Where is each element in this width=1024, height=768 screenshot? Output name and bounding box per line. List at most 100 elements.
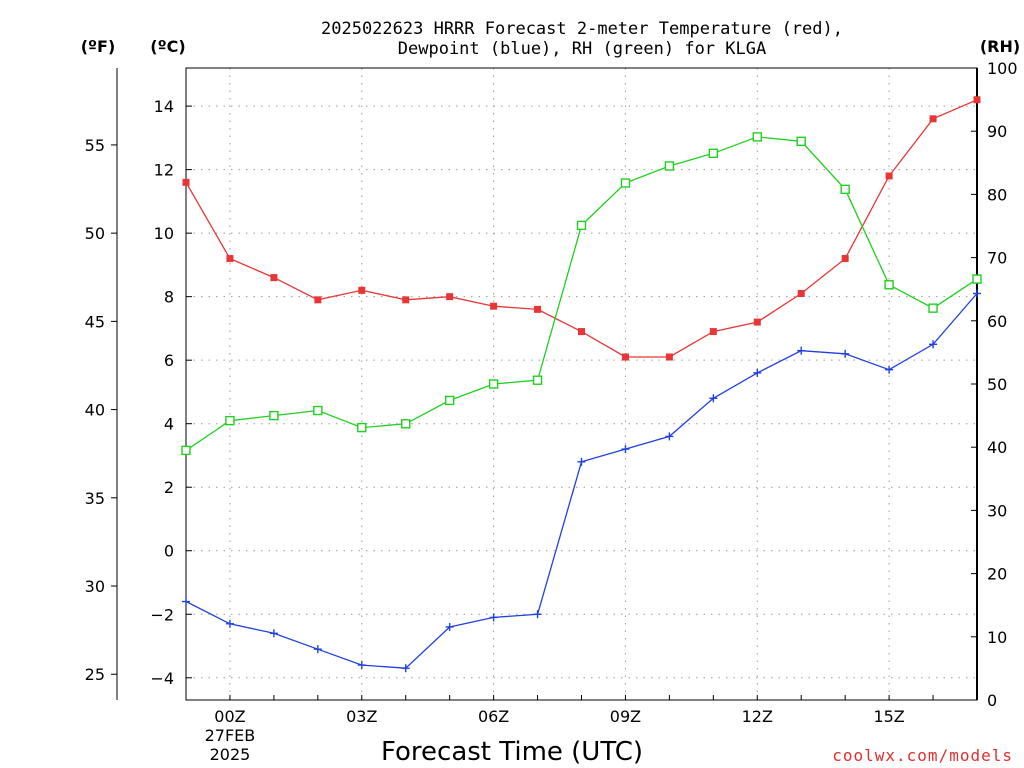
rh-tick-label: 30 bbox=[987, 501, 1007, 520]
dewpoint-point bbox=[269, 629, 278, 638]
temperature-point bbox=[578, 328, 585, 336]
dewpoint-point bbox=[445, 622, 454, 631]
celsius-tick-label: 6 bbox=[164, 351, 174, 370]
rh-tick-label: 10 bbox=[987, 628, 1007, 647]
dewpoint-point bbox=[753, 368, 762, 377]
time-tick-label: 03Z bbox=[346, 707, 377, 726]
time-tick-label: 12Z bbox=[742, 707, 773, 726]
dewpoint-point bbox=[577, 457, 586, 466]
celsius-unit-label: (ºC) bbox=[150, 37, 185, 56]
rh-unit-label: (RH) bbox=[980, 37, 1020, 56]
temperature-point bbox=[226, 255, 234, 263]
dewpoint-point bbox=[665, 432, 674, 441]
celsius-tick-label: −2 bbox=[150, 605, 174, 624]
time-tick-label: 15Z bbox=[873, 707, 904, 726]
celsius-tick-label: 4 bbox=[164, 415, 174, 434]
rh-point bbox=[752, 132, 762, 142]
temperature-point bbox=[709, 328, 717, 336]
time-tick-label: 06Z bbox=[478, 707, 509, 726]
rh-point bbox=[840, 184, 850, 195]
series bbox=[181, 96, 982, 673]
celsius-tick-label: 10 bbox=[154, 224, 174, 243]
fahrenheit-unit-label: (ºF) bbox=[81, 37, 116, 56]
fahrenheit-tick-label: 40 bbox=[85, 401, 105, 420]
dewpoint-point bbox=[621, 445, 630, 454]
dewpoint-point bbox=[182, 597, 190, 606]
rh-point bbox=[269, 410, 279, 421]
rh-tick-label: 20 bbox=[987, 565, 1007, 584]
rh-tick-label: 40 bbox=[987, 438, 1007, 457]
x-axis-label: Forecast Time (UTC) bbox=[381, 737, 643, 767]
celsius-tick-label: 8 bbox=[164, 288, 174, 307]
rh-point bbox=[620, 178, 631, 188]
temperature-point bbox=[841, 255, 849, 263]
dewpoint-point bbox=[841, 349, 850, 358]
dewpoint-line bbox=[185, 293, 978, 669]
fahrenheit-tick-label: 55 bbox=[85, 136, 105, 155]
temperature-point bbox=[534, 305, 542, 313]
axes bbox=[111, 67, 978, 701]
temperature-point bbox=[973, 96, 981, 104]
rh-point bbox=[225, 415, 235, 426]
rh-point bbox=[972, 274, 982, 284]
temperature-point bbox=[490, 302, 498, 310]
temperature-point bbox=[929, 115, 937, 123]
dewpoint-point bbox=[885, 365, 894, 374]
rh-point bbox=[401, 419, 411, 429]
temperature-point bbox=[182, 178, 190, 186]
rh-point bbox=[532, 375, 543, 385]
rh-point bbox=[884, 280, 894, 290]
celsius-tick-label: 12 bbox=[154, 161, 174, 180]
temperature-point bbox=[753, 318, 761, 326]
rh-point bbox=[488, 379, 499, 389]
rh-point bbox=[181, 445, 191, 456]
chart-title-line2: Dewpoint (blue), RH (green) for KLGA bbox=[398, 39, 766, 59]
fahrenheit-tick-label: 45 bbox=[85, 312, 105, 331]
chart-title-line1: 2025022623 HRRR Forecast 2-meter Tempera… bbox=[321, 19, 843, 39]
time-tick-label: 00Z bbox=[214, 707, 245, 726]
rh-point bbox=[357, 422, 367, 433]
temperature-point bbox=[797, 289, 805, 297]
celsius-tick-label: −4 bbox=[150, 669, 174, 688]
rh-point bbox=[444, 395, 455, 406]
rh-point bbox=[928, 303, 938, 313]
temperature-point bbox=[314, 296, 322, 304]
fahrenheit-tick-label: 50 bbox=[85, 224, 105, 243]
rh-tick-label: 60 bbox=[987, 312, 1007, 331]
rh-point bbox=[796, 136, 806, 147]
dewpoint-point bbox=[709, 394, 718, 403]
rh-point bbox=[664, 161, 675, 171]
fahrenheit-tick-label: 25 bbox=[85, 665, 105, 684]
rh-point bbox=[313, 405, 323, 416]
temperature-point bbox=[446, 293, 454, 301]
dewpoint-point bbox=[313, 645, 322, 654]
temperature-point bbox=[402, 296, 410, 304]
dewpoint-point bbox=[973, 289, 981, 298]
rh-point bbox=[708, 148, 719, 159]
temperature-point bbox=[358, 286, 366, 294]
celsius-tick-label: 2 bbox=[164, 478, 174, 497]
rh-tick-label: 90 bbox=[987, 122, 1007, 141]
rh-tick-label: 0 bbox=[987, 691, 997, 710]
temperature-point bbox=[621, 353, 629, 361]
dewpoint-point bbox=[225, 619, 234, 628]
rh-tick-label: 70 bbox=[987, 249, 1007, 268]
dewpoint-point bbox=[489, 613, 498, 622]
fahrenheit-tick-label: 30 bbox=[85, 577, 105, 596]
temperature-point bbox=[885, 172, 893, 180]
dewpoint-point bbox=[929, 340, 938, 349]
celsius-tick-label: 14 bbox=[154, 97, 174, 116]
rh-tick-label: 100 bbox=[987, 59, 1018, 78]
site-credit[interactable]: coolwx.com/models bbox=[832, 746, 1013, 765]
tick-labels: −4 −2 0 2 4 6 8 10 12 14 25 30 35 40 45 50 55 0 10 20 30 40 50… bbox=[85, 59, 1018, 764]
rh-tick-label: 80 bbox=[987, 185, 1007, 204]
rh-point bbox=[576, 220, 587, 231]
dewpoint-point bbox=[533, 610, 542, 619]
temperature-point bbox=[270, 274, 278, 282]
dewpoint-point bbox=[357, 661, 366, 670]
plot-frame bbox=[185, 67, 978, 701]
year-label: 2025 bbox=[210, 745, 251, 764]
grid bbox=[186, 68, 977, 700]
time-tick-label: 09Z bbox=[610, 707, 641, 726]
